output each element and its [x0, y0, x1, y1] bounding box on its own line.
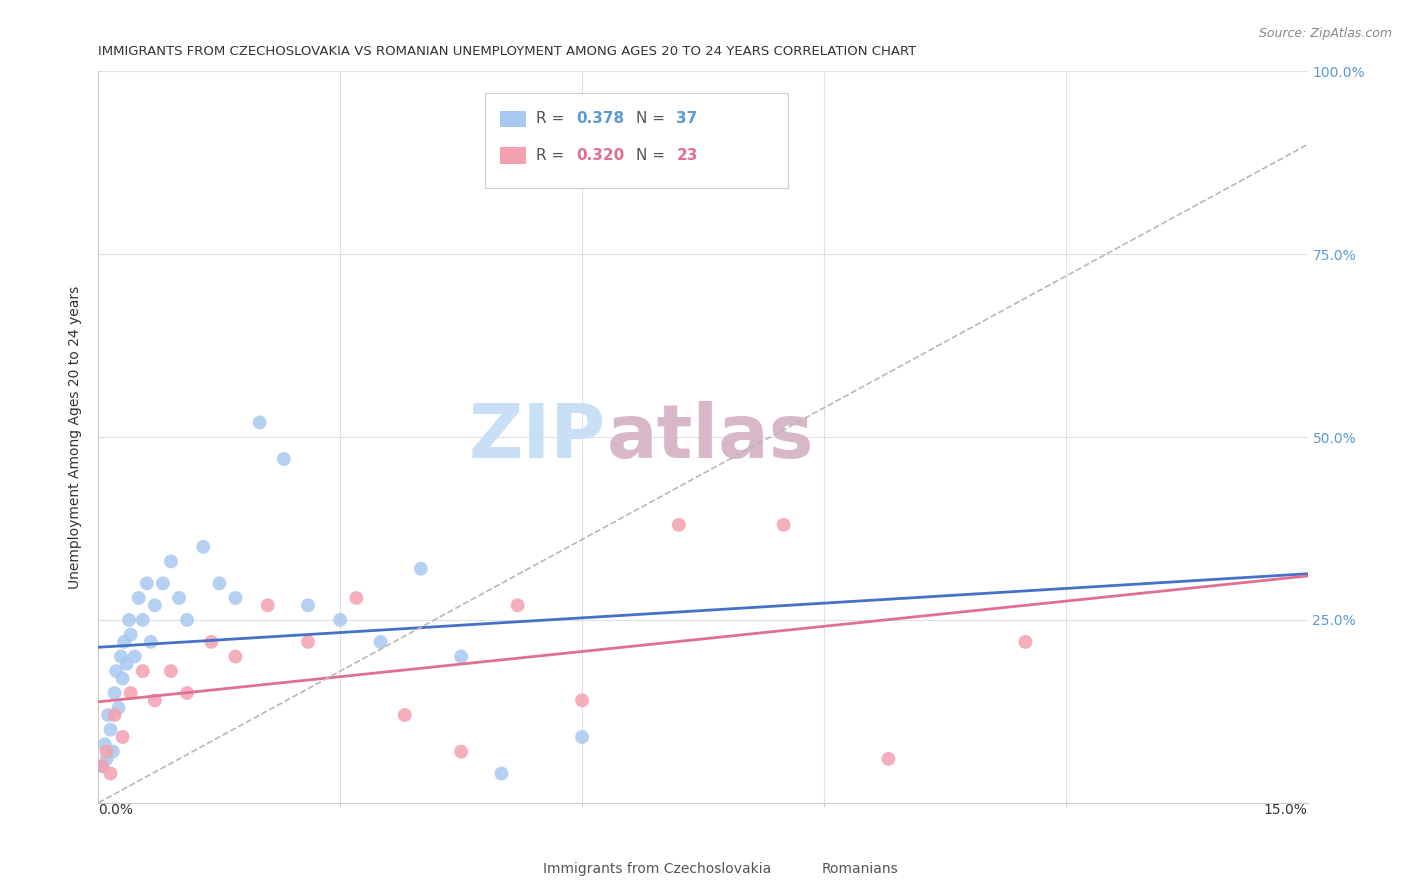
Point — [176, 686, 198, 700]
Point — [571, 730, 593, 744]
FancyBboxPatch shape — [485, 94, 787, 188]
Point — [107, 700, 129, 714]
Text: N =: N = — [637, 148, 671, 163]
Text: 37: 37 — [676, 112, 697, 127]
Point — [111, 672, 134, 686]
Text: Source: ZipAtlas.com: Source: ZipAtlas.com — [1258, 27, 1392, 40]
Point — [167, 591, 190, 605]
Point — [394, 708, 416, 723]
Point — [491, 766, 513, 780]
Text: Immigrants from Czechoslovakia: Immigrants from Czechoslovakia — [543, 862, 772, 876]
Point — [120, 686, 142, 700]
FancyBboxPatch shape — [501, 111, 526, 127]
Point — [96, 745, 118, 759]
Point — [135, 576, 157, 591]
Point — [91, 759, 114, 773]
Point — [297, 635, 319, 649]
FancyBboxPatch shape — [501, 147, 526, 163]
Point — [112, 635, 135, 649]
Point — [152, 576, 174, 591]
Point — [224, 649, 246, 664]
Point — [101, 745, 124, 759]
Point — [132, 664, 155, 678]
Point — [176, 613, 198, 627]
Point — [224, 591, 246, 605]
Text: R =: R = — [536, 148, 569, 163]
Point — [100, 723, 122, 737]
Text: 0.0%: 0.0% — [98, 803, 134, 817]
Point — [105, 664, 128, 678]
FancyBboxPatch shape — [776, 858, 811, 880]
Point — [208, 576, 231, 591]
Point — [1014, 635, 1036, 649]
Point — [329, 613, 352, 627]
Point — [110, 649, 132, 664]
Point — [111, 730, 134, 744]
Point — [103, 708, 125, 723]
Point — [571, 693, 593, 707]
Text: IMMIGRANTS FROM CZECHOSLOVAKIA VS ROMANIAN UNEMPLOYMENT AMONG AGES 20 TO 24 YEAR: IMMIGRANTS FROM CZECHOSLOVAKIA VS ROMANI… — [98, 45, 917, 58]
Text: atlas: atlas — [606, 401, 814, 474]
Point — [450, 745, 472, 759]
Text: 0.378: 0.378 — [576, 112, 624, 127]
Point — [103, 686, 125, 700]
Point — [297, 599, 319, 613]
Point — [115, 657, 138, 671]
Point — [97, 708, 120, 723]
Point — [344, 591, 367, 605]
Point — [409, 562, 432, 576]
Text: 23: 23 — [676, 148, 697, 163]
Point — [668, 517, 690, 532]
Point — [139, 635, 162, 649]
Y-axis label: Unemployment Among Ages 20 to 24 years: Unemployment Among Ages 20 to 24 years — [69, 285, 83, 589]
Point — [132, 613, 155, 627]
Point — [160, 554, 183, 568]
Point — [160, 664, 183, 678]
Point — [91, 759, 114, 773]
Point — [124, 649, 146, 664]
Point — [450, 649, 472, 664]
Point — [193, 540, 215, 554]
Point — [249, 416, 271, 430]
Point — [506, 599, 529, 613]
Text: 15.0%: 15.0% — [1264, 803, 1308, 817]
Text: ZIP: ZIP — [470, 401, 606, 474]
Point — [128, 591, 150, 605]
Point — [143, 693, 166, 707]
Text: N =: N = — [637, 112, 671, 127]
Point — [100, 766, 122, 780]
Point — [96, 752, 118, 766]
FancyBboxPatch shape — [498, 858, 534, 880]
Point — [143, 599, 166, 613]
Point — [772, 517, 794, 532]
Point — [877, 752, 900, 766]
Point — [200, 635, 222, 649]
Text: Romanians: Romanians — [821, 862, 898, 876]
Point — [94, 737, 117, 751]
Point — [273, 452, 295, 467]
Point — [256, 599, 278, 613]
Text: R =: R = — [536, 112, 569, 127]
Point — [370, 635, 392, 649]
Point — [118, 613, 141, 627]
Text: 0.320: 0.320 — [576, 148, 624, 163]
Point — [120, 627, 142, 641]
